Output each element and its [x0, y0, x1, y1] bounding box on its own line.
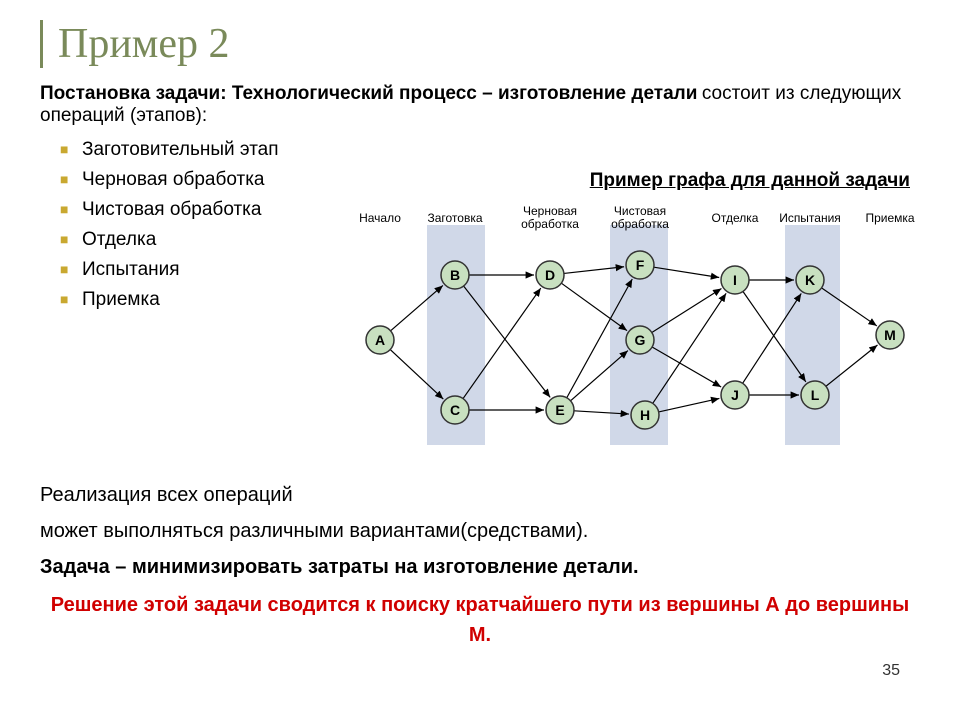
title-bar: Пример 2 — [40, 20, 920, 68]
svg-text:D: D — [545, 267, 555, 283]
page-number: 35 — [882, 662, 900, 680]
svg-text:Черновая: Черновая — [523, 204, 577, 218]
svg-text:Заготовка: Заготовка — [427, 211, 482, 225]
svg-text:обработка: обработка — [611, 217, 669, 231]
svg-text:M: M — [884, 327, 896, 343]
slide-title: Пример 2 — [58, 20, 920, 68]
svg-text:K: K — [805, 272, 815, 288]
bottom-text: Реализация всех операций может выполнять… — [40, 480, 920, 656]
svg-text:Испытания: Испытания — [779, 211, 841, 225]
svg-text:B: B — [450, 267, 460, 283]
svg-text:Чистовая: Чистовая — [614, 204, 666, 218]
problem-statement: Постановка задачи: Технологический проце… — [40, 83, 920, 127]
svg-text:F: F — [636, 257, 645, 273]
graph-title: Пример графа для данной задачи — [590, 170, 910, 192]
svg-text:G: G — [635, 332, 646, 348]
problem-bold: Технологический процесс – изготовление д… — [232, 83, 698, 104]
svg-text:A: A — [375, 332, 385, 348]
graph-diagram: НачалоЗаготовкаЧерноваяобработкаЧистовая… — [355, 200, 935, 460]
svg-text:H: H — [640, 407, 650, 423]
bottom-line1: Реализация всех операций — [40, 480, 920, 510]
svg-text:Отделка: Отделка — [712, 211, 759, 225]
svg-text:Приемка: Приемка — [865, 211, 914, 225]
bottom-line3: Задача – минимизировать затраты на изгот… — [40, 552, 920, 582]
bullet-item: Заготовительный этап — [60, 139, 920, 161]
slide: Пример 2 Постановка задачи: Технологичес… — [0, 0, 960, 720]
svg-text:J: J — [731, 387, 739, 403]
svg-text:L: L — [811, 387, 820, 403]
svg-text:E: E — [555, 402, 564, 418]
svg-text:C: C — [450, 402, 460, 418]
bottom-conclusion: Решение этой задачи сводится к поиску кр… — [40, 590, 920, 650]
bottom-line2: может выполняться различными вариантами(… — [40, 516, 920, 546]
svg-text:обработка: обработка — [521, 217, 579, 231]
svg-text:Начало: Начало — [359, 211, 401, 225]
problem-label: Постановка задачи: — [40, 83, 232, 104]
svg-text:I: I — [733, 272, 737, 288]
